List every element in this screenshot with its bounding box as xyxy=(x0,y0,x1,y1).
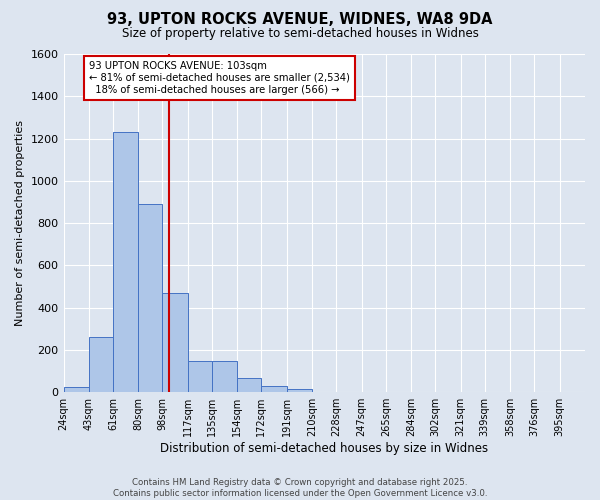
Bar xyxy=(64,387,89,392)
Text: 93 UPTON ROCKS AVENUE: 103sqm
← 81% of semi-detached houses are smaller (2,534)
: 93 UPTON ROCKS AVENUE: 103sqm ← 81% of s… xyxy=(89,62,350,94)
Y-axis label: Number of semi-detached properties: Number of semi-detached properties xyxy=(15,120,25,326)
Bar xyxy=(89,337,113,392)
Text: Contains HM Land Registry data © Crown copyright and database right 2025.
Contai: Contains HM Land Registry data © Crown c… xyxy=(113,478,487,498)
Bar xyxy=(262,386,287,392)
Text: Size of property relative to semi-detached houses in Widnes: Size of property relative to semi-detach… xyxy=(122,28,478,40)
Bar xyxy=(139,204,163,392)
Bar xyxy=(238,378,262,392)
X-axis label: Distribution of semi-detached houses by size in Widnes: Distribution of semi-detached houses by … xyxy=(160,442,488,455)
Bar xyxy=(212,360,238,392)
Bar xyxy=(163,293,188,392)
Bar xyxy=(188,360,212,392)
Text: 93, UPTON ROCKS AVENUE, WIDNES, WA8 9DA: 93, UPTON ROCKS AVENUE, WIDNES, WA8 9DA xyxy=(107,12,493,28)
Bar xyxy=(287,389,312,392)
Bar xyxy=(113,132,139,392)
